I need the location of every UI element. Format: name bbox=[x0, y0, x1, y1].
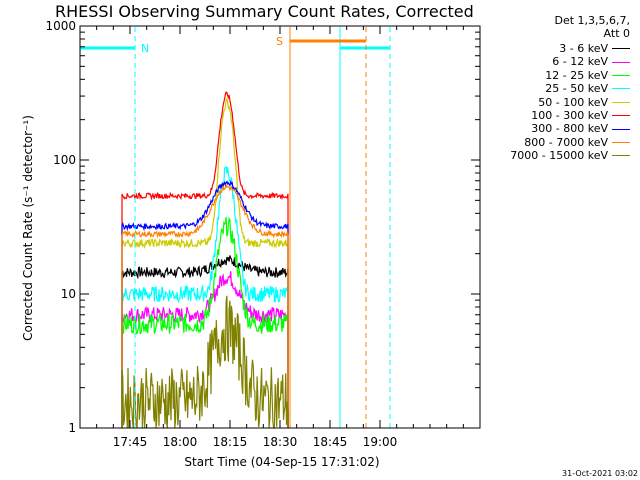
legend-entry: 12 - 25 keV bbox=[510, 69, 630, 82]
series-line bbox=[121, 91, 289, 428]
series-line bbox=[121, 96, 289, 428]
legend-entry: 3 - 6 keV bbox=[510, 42, 630, 55]
legend-label: 300 - 800 keV bbox=[531, 122, 608, 136]
legend-label: 12 - 25 keV bbox=[545, 68, 608, 82]
chart-title: RHESSI Observing Summary Count Rates, Co… bbox=[55, 2, 474, 21]
detectors-label: Det 1,3,5,6,7, bbox=[554, 14, 630, 27]
legend-entry: 50 - 100 keV bbox=[510, 96, 630, 109]
legend-swatch bbox=[612, 155, 630, 157]
legend-label: 7000 - 15000 keV bbox=[510, 149, 608, 163]
series-line bbox=[121, 295, 289, 429]
legend-swatch bbox=[612, 75, 630, 77]
y-tick-label: 1000 bbox=[45, 19, 76, 33]
legend: 3 - 6 keV 6 - 12 keV 12 - 25 keV 25 - 50 ke… bbox=[510, 42, 630, 163]
attenuator-label: Att 0 bbox=[603, 27, 630, 40]
series-line bbox=[121, 255, 289, 428]
series-line bbox=[121, 183, 289, 428]
series-line bbox=[121, 216, 289, 428]
legend-swatch bbox=[612, 128, 630, 130]
legend-swatch bbox=[612, 61, 630, 63]
legend-label: 100 - 300 keV bbox=[531, 109, 608, 123]
legend-swatch bbox=[612, 142, 630, 144]
marker-label: S bbox=[276, 35, 283, 48]
series-line bbox=[121, 165, 289, 428]
legend-entry: 300 - 800 keV bbox=[510, 122, 630, 135]
marker-label: N bbox=[141, 42, 149, 55]
legend-swatch bbox=[612, 115, 630, 117]
legend-swatch bbox=[612, 101, 630, 103]
x-tick-label: 18:00 bbox=[163, 435, 198, 449]
legend-label: 6 - 12 keV bbox=[552, 55, 608, 69]
legend-swatch bbox=[612, 88, 630, 90]
y-axis-label: Corrected Count Rate (s⁻¹ detector⁻¹) bbox=[21, 115, 35, 341]
legend-swatch bbox=[612, 48, 630, 50]
legend-entry: 6 - 12 keV bbox=[510, 55, 630, 68]
legend-label: 50 - 100 keV bbox=[538, 95, 608, 109]
legend-entry: 7000 - 15000 keV bbox=[510, 149, 630, 162]
y-tick-label: 1 bbox=[68, 421, 76, 435]
x-tick-label: 18:15 bbox=[213, 435, 248, 449]
y-tick-label: 100 bbox=[53, 153, 76, 167]
x-tick-label: 19:00 bbox=[363, 435, 398, 449]
y-tick-label: 10 bbox=[61, 287, 76, 301]
legend-label: 25 - 50 keV bbox=[545, 82, 608, 96]
x-tick-label: 17:45 bbox=[113, 435, 148, 449]
legend-entry: 25 - 50 keV bbox=[510, 82, 630, 95]
legend-label: 800 - 7000 keV bbox=[524, 135, 608, 149]
x-axis-label: Start Time (04-Sep-15 17:31:02) bbox=[184, 455, 379, 469]
legend-label: 3 - 6 keV bbox=[559, 42, 608, 55]
series-line bbox=[121, 180, 289, 428]
x-tick-label: 18:45 bbox=[313, 435, 348, 449]
timestamp: 31-Oct-2021 03:02 bbox=[562, 469, 638, 478]
legend-entry: 800 - 7000 keV bbox=[510, 136, 630, 149]
x-tick-label: 18:30 bbox=[263, 435, 298, 449]
detector-info: Det 1,3,5,6,7, Att 0 bbox=[554, 14, 630, 40]
legend-entry: 100 - 300 keV bbox=[510, 109, 630, 122]
